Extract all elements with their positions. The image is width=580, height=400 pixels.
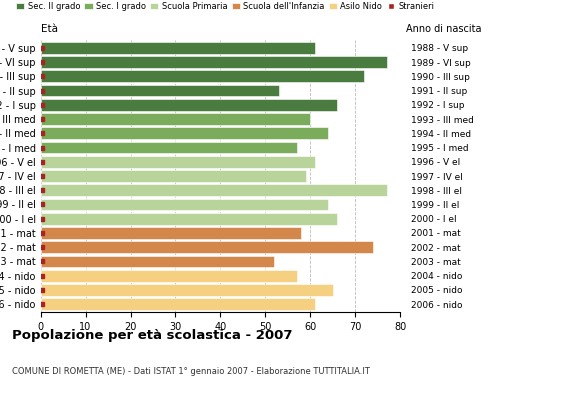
Bar xyxy=(41,42,315,54)
Bar xyxy=(41,56,387,68)
Bar xyxy=(41,184,387,196)
Bar xyxy=(41,156,315,168)
Bar xyxy=(41,227,302,239)
Bar xyxy=(41,270,297,282)
Bar xyxy=(41,70,364,82)
Bar xyxy=(41,284,333,296)
Bar xyxy=(41,213,338,224)
Text: Popolazione per età scolastica - 2007: Popolazione per età scolastica - 2007 xyxy=(12,329,292,342)
Bar xyxy=(41,241,374,253)
Bar xyxy=(41,128,328,139)
Bar xyxy=(41,199,328,210)
Bar xyxy=(41,99,338,111)
Text: COMUNE DI ROMETTA (ME) - Dati ISTAT 1° gennaio 2007 - Elaborazione TUTTITALIA.IT: COMUNE DI ROMETTA (ME) - Dati ISTAT 1° g… xyxy=(12,367,369,376)
Text: Anno di nascita: Anno di nascita xyxy=(406,24,481,34)
Bar xyxy=(41,256,274,267)
Bar xyxy=(41,142,297,153)
Bar xyxy=(41,85,279,96)
Text: Età: Età xyxy=(41,24,57,34)
Bar xyxy=(41,170,306,182)
Legend: Sec. II grado, Sec. I grado, Scuola Primaria, Scuola dell'Infanzia, Asilo Nido, : Sec. II grado, Sec. I grado, Scuola Prim… xyxy=(16,2,434,11)
Bar xyxy=(41,298,315,310)
Bar xyxy=(41,113,310,125)
